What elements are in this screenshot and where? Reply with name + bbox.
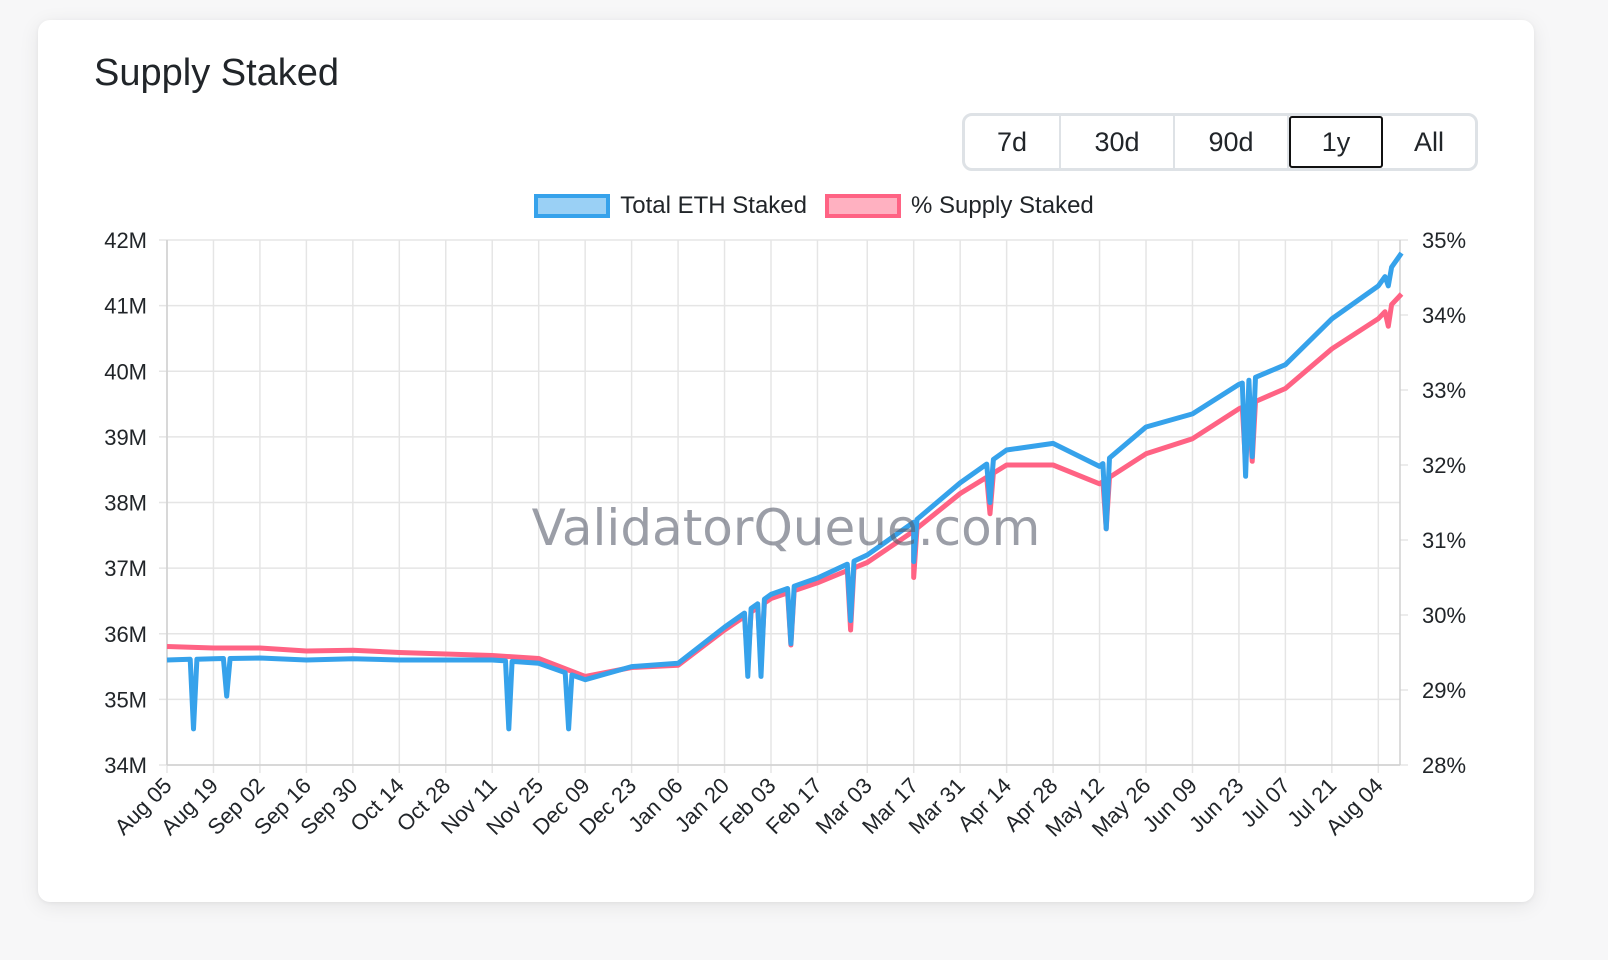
range-7d-button[interactable]: 7d — [965, 116, 1061, 168]
series-line-total-eth-staked — [166, 251, 1404, 732]
y-right-tick-label: 35% — [1422, 228, 1466, 253]
legend-swatch-pct — [824, 194, 901, 218]
card-title: Supply Staked — [94, 52, 340, 94]
range-90d-button[interactable]: 90d — [1175, 116, 1289, 168]
x-tick-label: Jul 07 — [1236, 773, 1295, 832]
y-right-tick-label: 28% — [1422, 753, 1466, 778]
legend-item-eth[interactable]: Total ETH Staked — [534, 192, 807, 220]
y-right-tick-label: 32% — [1422, 453, 1466, 478]
supply-chart: 34M 35M 36M 37M 38M 39M 40M 41M 42M 28% 29% 30% 31% 3… — [104, 228, 1466, 842]
y-right-tick-label: 33% — [1422, 378, 1466, 403]
y-left-tick-label: 35M — [104, 687, 147, 712]
y-right-tick-label: 30% — [1422, 603, 1466, 628]
legend-item-pct[interactable]: % Supply Staked — [824, 192, 1094, 220]
y-left-tick-label: 40M — [104, 359, 147, 384]
y-left-tick-label: 42M — [104, 228, 147, 253]
y-right-tick-label: 31% — [1422, 528, 1466, 553]
y-left-tick-label: 37M — [104, 556, 147, 581]
range-30d-button[interactable]: 30d — [1061, 116, 1175, 168]
legend-label-eth: Total ETH Staked — [620, 192, 807, 219]
watermark-text: ValidatorQueue.com — [532, 499, 1041, 557]
chart-legend: Total ETH Staked % Supply Staked — [66, 192, 1562, 220]
y-left-tick-label: 34M — [104, 753, 147, 778]
supply-staked-card: Supply Staked 7d 30d 90d 1y All Total ET… — [38, 20, 1534, 902]
range-selector: 7d 30d 90d 1y All — [962, 113, 1478, 171]
legend-swatch-eth — [534, 194, 611, 218]
range-1y-button[interactable]: 1y — [1289, 116, 1383, 168]
y-left-tick-label: 36M — [104, 622, 147, 647]
range-all-button[interactable]: All — [1413, 126, 1444, 157]
legend-label-pct: % Supply Staked — [910, 192, 1094, 219]
y-right-tick-label: 29% — [1422, 678, 1466, 703]
y-right-tick-label: 34% — [1422, 303, 1466, 328]
y-left-tick-label: 39M — [104, 425, 147, 450]
y-left-tick-label: 38M — [104, 491, 147, 516]
y-left-tick-label: 41M — [104, 294, 147, 319]
